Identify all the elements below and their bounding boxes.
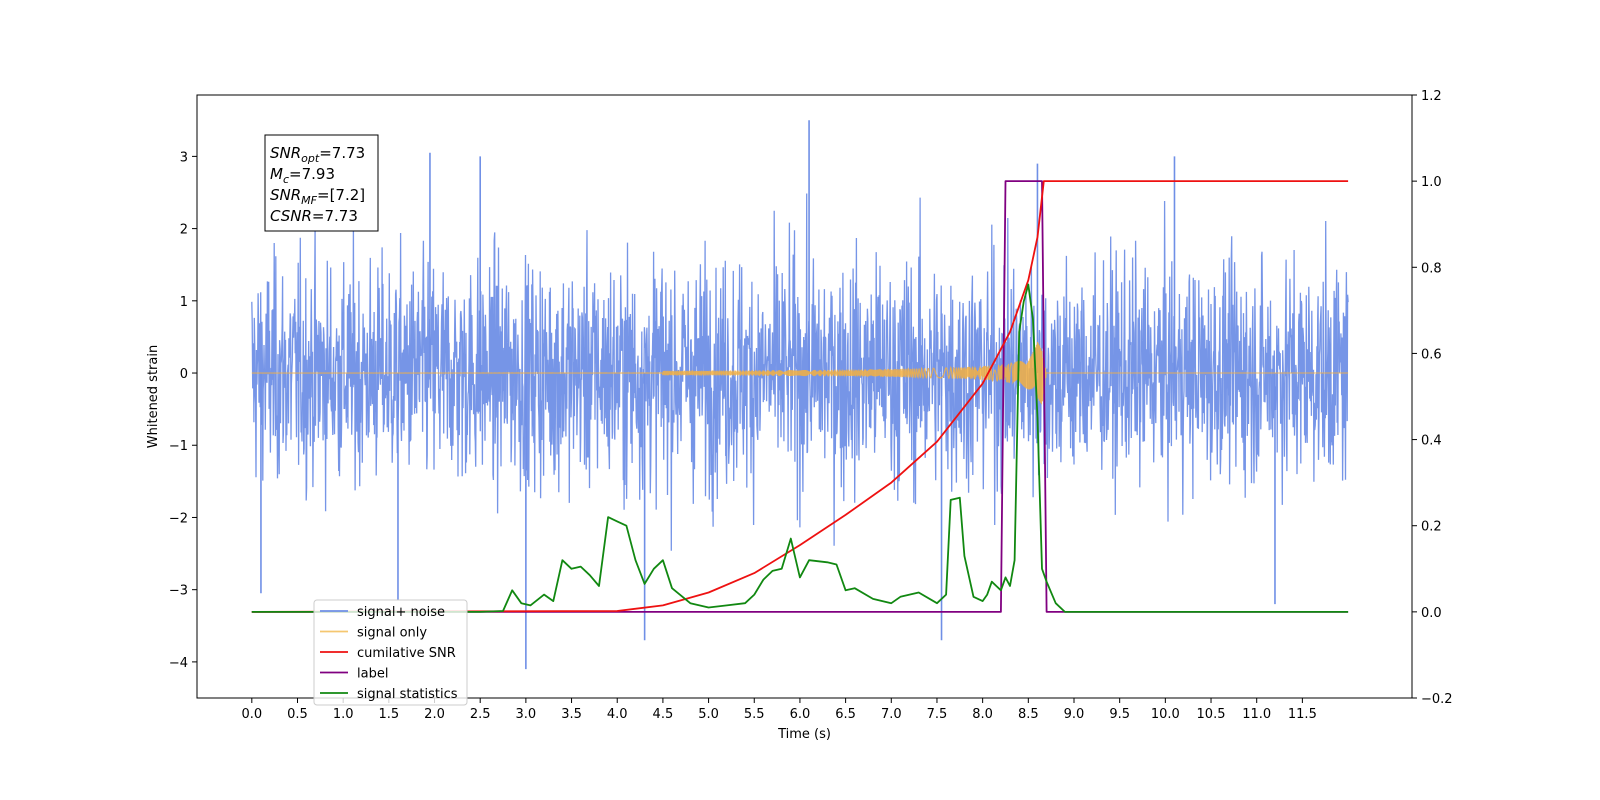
legend-label: cumilative SNR	[357, 646, 456, 661]
y-tick-label: −2	[169, 511, 188, 526]
axes-frame	[196, 94, 1413, 699]
x-tick-label: 4.5	[653, 707, 674, 722]
y-axis-label: Whitened strain	[146, 345, 161, 448]
y-right-tick-label: 0.0	[1421, 606, 1442, 621]
x-tick-label: 10.5	[1197, 707, 1226, 722]
legend-frame	[313, 599, 468, 706]
x-tick-label: 11.0	[1242, 707, 1271, 722]
plot-clip-group	[251, 120, 1349, 670]
y-right-tick-label: −0.2	[1421, 692, 1453, 707]
annotation-line: SNRMF=[7.2]	[270, 186, 365, 207]
x-tick-label: 3.0	[516, 707, 537, 722]
axes: 0.0 0.5 1.0 1.5 2.0 2.5 3.0 3.5 4.0 4.5 5.0 5.5 6.0 6…	[169, 89, 1453, 722]
x-tick-label: 0.5	[287, 707, 308, 722]
x-tick-label: 11.5	[1288, 707, 1317, 722]
x-tick-label: 4.0	[607, 707, 628, 722]
x-tick-label: 2.5	[470, 707, 491, 722]
x-tick-label: 8.0	[972, 707, 993, 722]
plot-area	[251, 120, 1349, 670]
x-tick-label: 7.0	[881, 707, 902, 722]
series-signal-statistics	[251, 283, 1349, 613]
x-tick-label: 7.5	[927, 707, 948, 722]
y-tick-label: 1	[180, 295, 188, 310]
x-tick-label: 10.0	[1151, 707, 1180, 722]
y-right-tick-label: 1.0	[1421, 175, 1442, 190]
x-tick-label: 1.5	[378, 707, 399, 722]
y-tick-label: 2	[180, 223, 188, 238]
legend-label: signal only	[357, 626, 427, 641]
annotation-line: CSNR=7.73	[270, 207, 358, 225]
y-right-tick-label: 0.8	[1421, 261, 1442, 276]
x-tick-label: 9.5	[1109, 707, 1130, 722]
legend: signal+ noise signal only cumilative SNR la…	[313, 599, 468, 706]
y-tick-label: 0	[180, 367, 188, 382]
legend-label: signal+ noise	[357, 605, 445, 620]
x-tick-label: 0.0	[241, 707, 262, 722]
x-tick-label: 8.5	[1018, 707, 1039, 722]
x-tick-label: 9.0	[1064, 707, 1085, 722]
y-right-tick-label: 0.4	[1421, 434, 1442, 449]
annotation-frame	[264, 134, 379, 232]
y-right-tick-label: 0.2	[1421, 520, 1442, 535]
series-signal-plus-noise	[251, 193, 1349, 551]
x-axis-label: Time (s)	[777, 727, 831, 742]
y-tick-label: −1	[169, 439, 188, 454]
y-tick-label: 3	[180, 150, 188, 165]
x-tick-label: 6.0	[790, 707, 811, 722]
x-tick-label: 3.5	[561, 707, 582, 722]
y-right-tick-label: 0.6	[1421, 347, 1442, 362]
series-cumulative-snr	[251, 180, 1349, 613]
y-right-tick-label: 1.2	[1421, 89, 1442, 104]
legend-label: label	[357, 667, 388, 682]
legend-label: signal statistics	[357, 687, 458, 702]
y-tick-label: −4	[169, 656, 188, 671]
annotation-line: SNRopt=7.73	[270, 144, 365, 165]
x-tick-label: 5.5	[744, 707, 765, 722]
annotation-line: Mc=7.93	[270, 165, 335, 186]
series-signal-only	[251, 341, 1349, 405]
y-tick-label: −3	[169, 584, 188, 599]
x-tick-label: 1.0	[333, 707, 354, 722]
x-tick-label: 2.0	[424, 707, 445, 722]
x-tick-label: 5.0	[698, 707, 719, 722]
x-tick-label: 6.5	[835, 707, 856, 722]
